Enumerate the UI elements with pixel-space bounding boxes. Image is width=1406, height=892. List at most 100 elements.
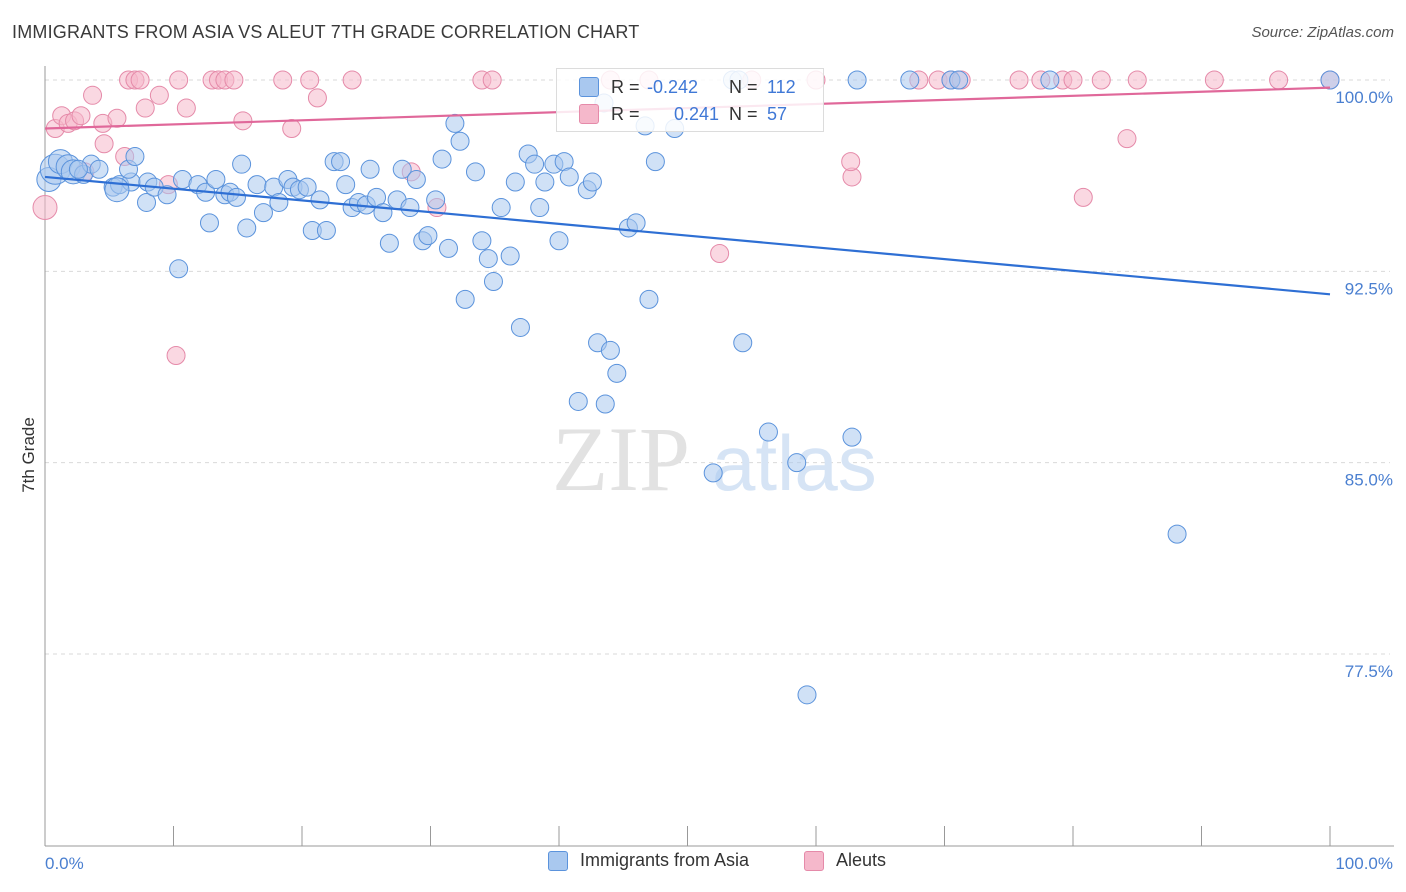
data-point: [157, 185, 177, 205]
asia-points: [36, 70, 1340, 705]
data-point: [342, 70, 362, 90]
data-point: [505, 172, 525, 192]
data-point: [455, 289, 475, 309]
data-point: [472, 231, 492, 251]
data-point: [176, 98, 196, 118]
data-point: [710, 243, 730, 263]
n-value: 57: [767, 103, 788, 124]
y-axis-label: 7th Grade: [19, 417, 38, 493]
data-point: [300, 70, 320, 90]
data-point: [307, 88, 327, 108]
data-point: [166, 346, 186, 366]
data-point: [137, 192, 157, 212]
data-point: [273, 70, 293, 90]
data-point: [797, 685, 817, 705]
data-point: [89, 159, 109, 179]
data-point: [842, 427, 862, 447]
data-point: [1091, 70, 1111, 90]
legend-label-asia: Immigrants from Asia: [580, 850, 750, 870]
data-point: [510, 317, 530, 337]
x-tick-label: 0.0%: [45, 854, 84, 873]
data-point: [247, 175, 267, 195]
r-label: R =: [611, 76, 640, 97]
chart-title: IMMIGRANTS FROM ASIA VS ALEUT 7TH GRADE …: [12, 22, 640, 42]
r-label: R =: [611, 103, 640, 124]
data-point: [71, 106, 91, 126]
data-point: [841, 152, 861, 172]
data-point: [450, 131, 470, 151]
data-point: [1063, 70, 1083, 90]
data-point: [1204, 70, 1224, 90]
data-point: [491, 198, 511, 218]
data-point: [949, 70, 969, 90]
data-point: [1073, 187, 1093, 207]
data-point: [607, 363, 627, 383]
data-point: [336, 175, 356, 195]
data-point: [733, 333, 753, 353]
data-point: [535, 172, 555, 192]
data-point: [645, 152, 665, 172]
r-value: -0.242: [647, 76, 699, 97]
asia-trend-line: [44, 175, 1331, 296]
data-point: [1127, 70, 1147, 90]
data-point: [130, 70, 150, 90]
watermark: ZIP atlas: [552, 408, 877, 510]
data-point: [331, 152, 351, 172]
data-point: [626, 213, 646, 233]
data-point: [582, 172, 602, 192]
data-point: [107, 108, 127, 128]
data-point: [900, 70, 920, 90]
data-point: [1117, 129, 1137, 149]
data-point: [125, 147, 145, 167]
data-point: [237, 218, 257, 238]
data-point: [549, 231, 569, 251]
data-point: [1269, 70, 1289, 90]
data-point: [432, 149, 452, 169]
legend-label-aleuts: Aleuts: [836, 850, 887, 870]
data-point: [68, 159, 88, 179]
n-label: N =: [729, 76, 758, 97]
y-tick-label: 85.0%: [1345, 471, 1393, 490]
data-point: [199, 213, 219, 233]
aleut-swatch: [579, 104, 599, 124]
gridlines: [45, 79, 1390, 655]
data-point: [104, 177, 130, 203]
data-point: [639, 289, 659, 309]
data-point: [379, 233, 399, 253]
data-point: [525, 154, 545, 174]
stats-row-aleut: R = 0.241 N = 57: [579, 102, 787, 126]
legend-item-aleuts[interactable]: Aleuts: [804, 850, 886, 871]
data-point: [282, 118, 302, 138]
data-point: [703, 463, 723, 483]
data-point: [1167, 524, 1187, 544]
data-point: [482, 70, 502, 90]
data-point: [483, 272, 503, 292]
data-point: [94, 134, 114, 154]
legend-item-asia[interactable]: Immigrants from Asia: [548, 850, 749, 871]
data-point: [406, 169, 426, 189]
y-tick-label: 100.0%: [1335, 88, 1393, 107]
x-tick-label: 100.0%: [1335, 854, 1393, 873]
data-point: [149, 85, 169, 105]
data-point: [310, 190, 330, 210]
data-point: [426, 190, 446, 210]
data-point: [1009, 70, 1029, 90]
y-tick-labels: 77.5% 85.0% 92.5% 100.0%: [1335, 88, 1393, 681]
data-point: [595, 394, 615, 414]
asia-swatch: [579, 77, 599, 97]
data-point: [360, 159, 380, 179]
data-point: [530, 198, 550, 218]
data-point: [233, 111, 253, 131]
data-point: [83, 85, 103, 105]
data-point: [478, 249, 498, 269]
data-point: [400, 198, 420, 218]
source-label: Source: ZipAtlas.com: [1251, 24, 1394, 41]
data-point: [787, 453, 807, 473]
n-value: 112: [767, 76, 796, 97]
y-tick-label: 77.5%: [1345, 662, 1393, 681]
data-point: [206, 169, 226, 189]
asia-legend-swatch: [548, 850, 568, 871]
data-point: [224, 70, 244, 90]
data-point: [316, 221, 336, 241]
